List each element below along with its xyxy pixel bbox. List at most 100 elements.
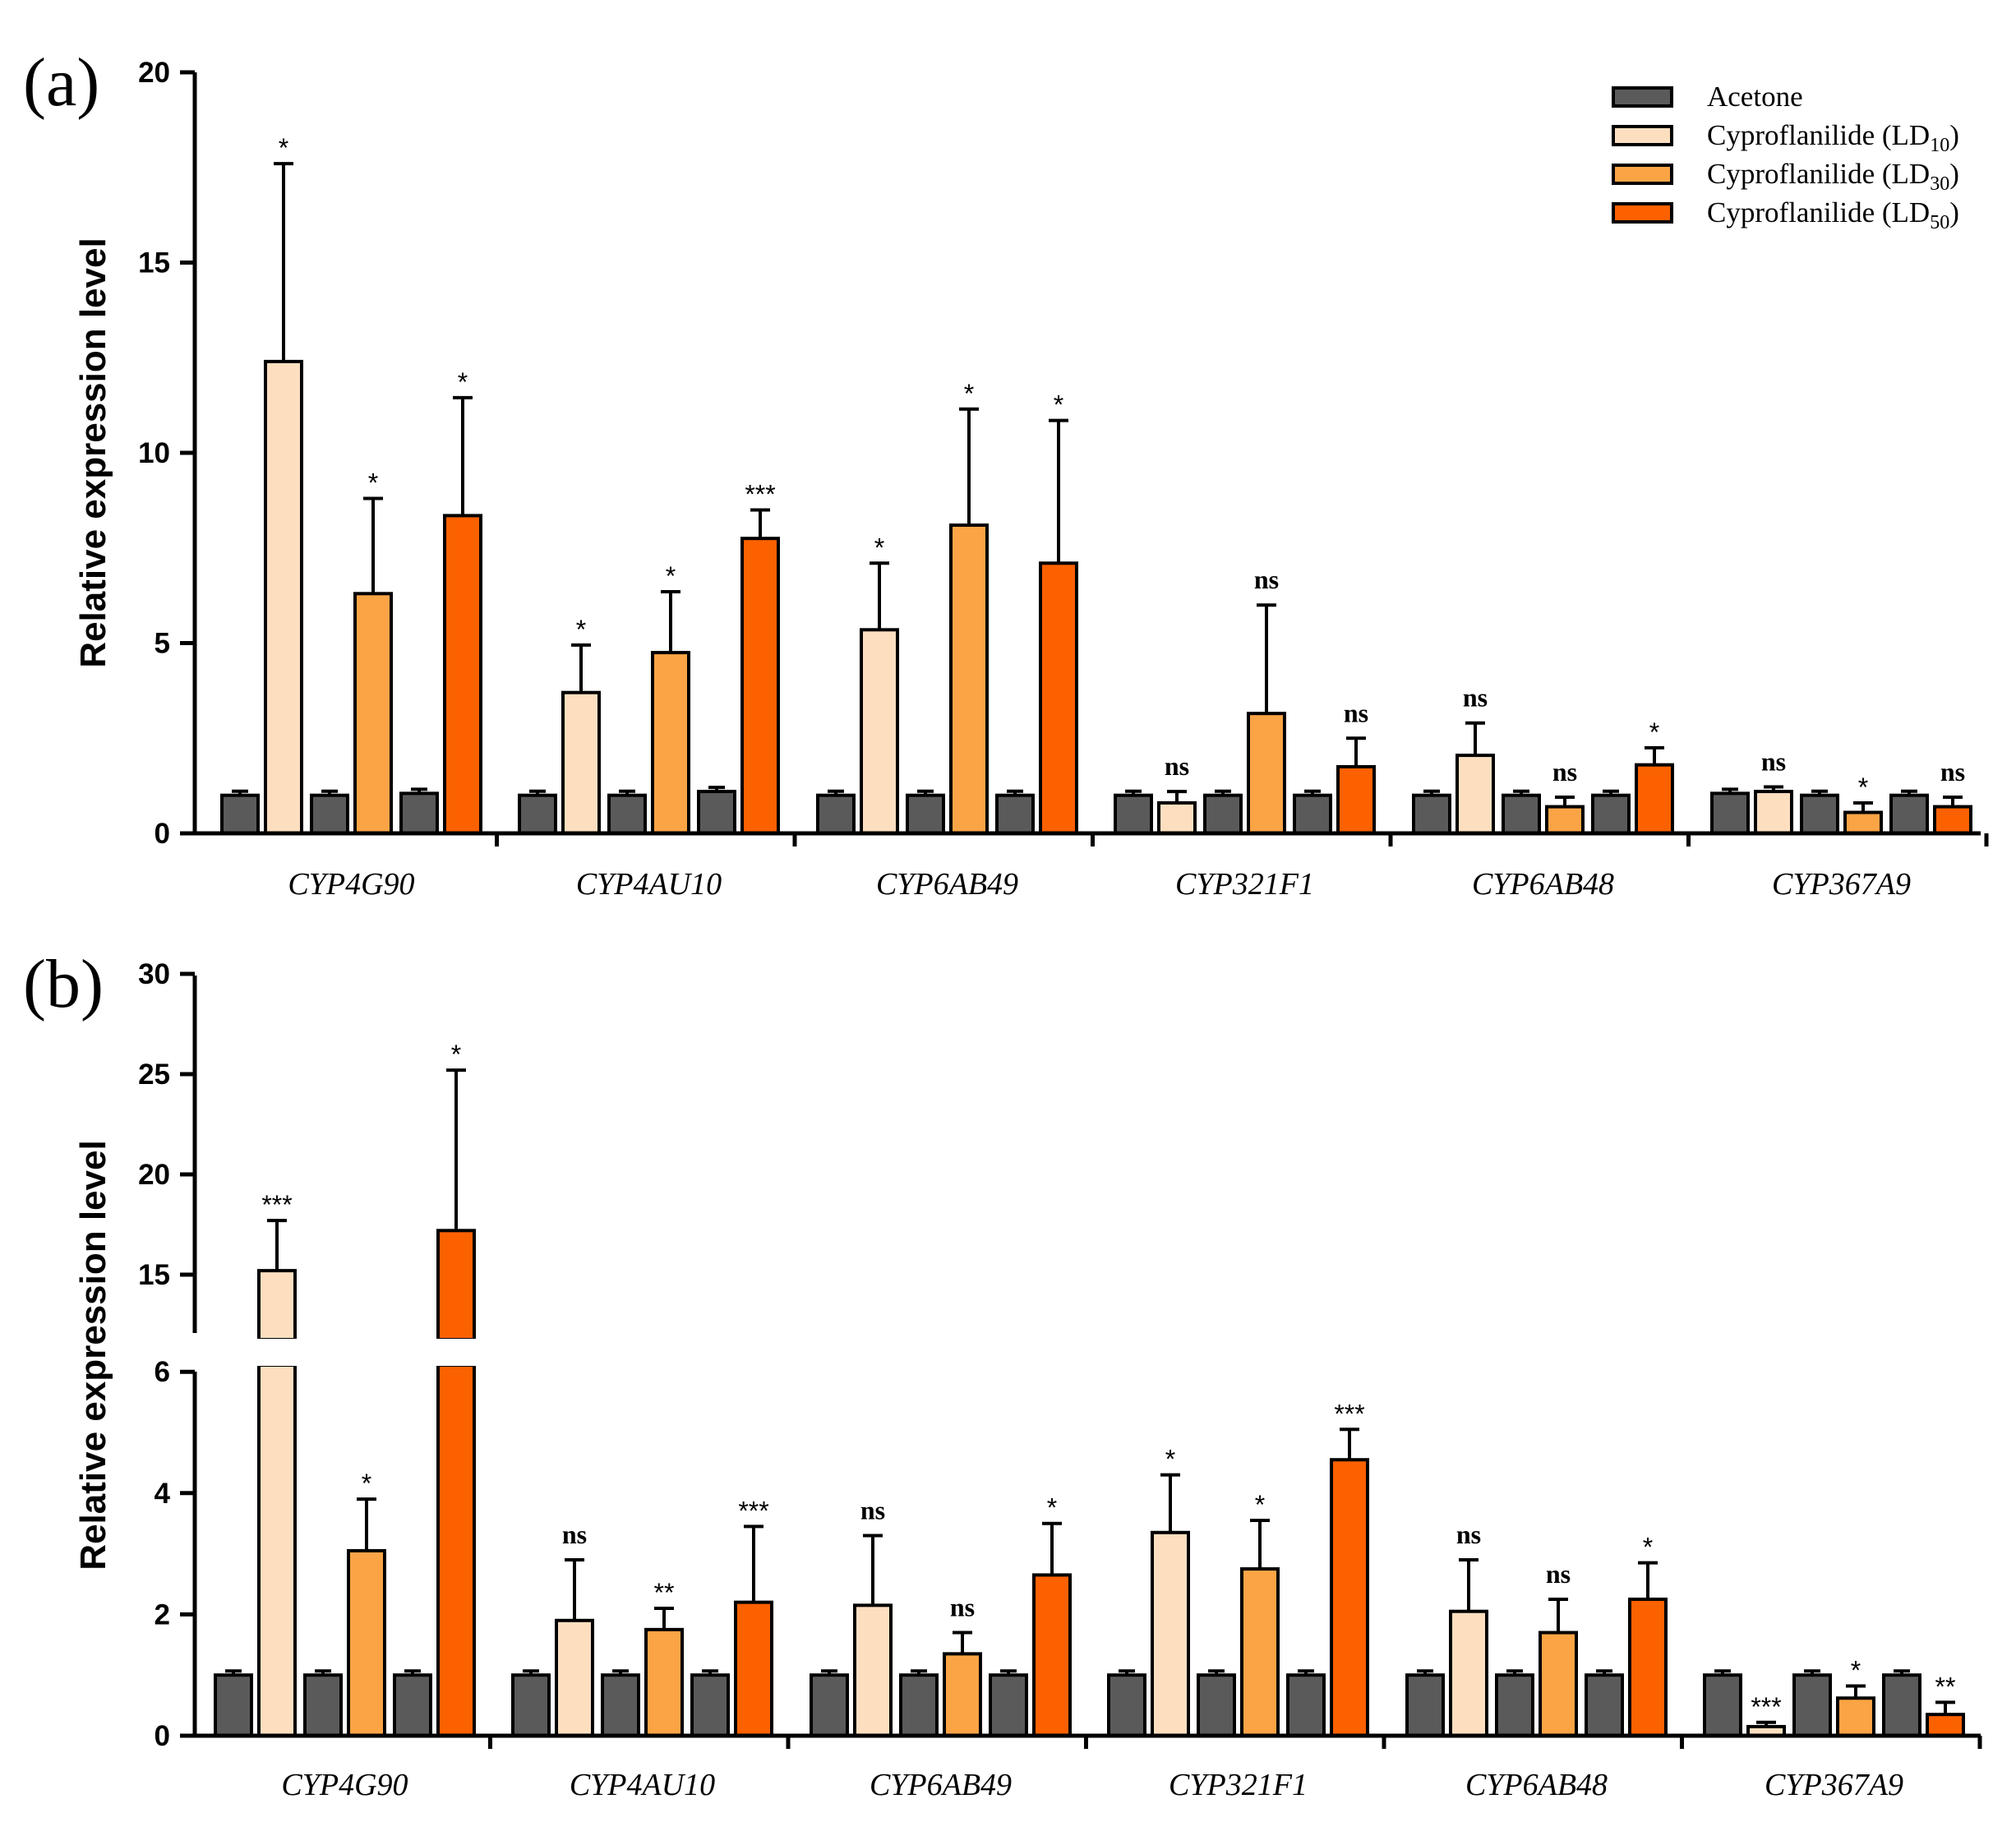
legend-label-close: )	[1949, 119, 1959, 151]
bar-treatment	[264, 359, 303, 835]
significance-label: *	[964, 379, 974, 408]
y-tick-label: 2	[155, 1598, 170, 1631]
x-category-label: CYP6AB48	[1465, 1768, 1608, 1802]
panel-a-chart: (a)Relative expression level05101520***C…	[23, 44, 1989, 902]
bar-treatment	[1843, 810, 1883, 835]
significance-label: ***	[738, 1496, 768, 1525]
y-tick-label: 4	[155, 1478, 171, 1510]
x-category-label: CYP4AU10	[570, 1768, 715, 1802]
bar-treatment	[347, 1548, 386, 1738]
bar-acetone	[1286, 1673, 1326, 1737]
y-tick-label: 15	[138, 1259, 170, 1291]
bar-acetone	[393, 1673, 432, 1737]
bar-acetone	[1405, 1673, 1445, 1737]
bar-acetone	[1203, 793, 1243, 836]
significance-label: ***	[1334, 1399, 1364, 1428]
bar-treatment	[853, 1603, 893, 1737]
bar-acetone	[1293, 793, 1332, 836]
y-tick-label: 6	[155, 1356, 170, 1388]
bar-treatment	[1247, 712, 1286, 836]
significance-label: *	[874, 533, 884, 562]
bar-treatment	[1933, 805, 1972, 836]
significance-label: *	[1858, 773, 1868, 802]
significance-label: *	[576, 615, 586, 644]
y-tick-label: 20	[138, 1159, 170, 1191]
bar-acetone	[518, 793, 557, 836]
bar-acetone	[1197, 1673, 1236, 1737]
y-axis-title: Relative expression level	[73, 1140, 113, 1570]
panel-label: (a)	[23, 44, 99, 121]
legend-label-close: )	[1949, 158, 1959, 190]
bar-treatment	[353, 592, 393, 835]
bar-treatment	[734, 1600, 773, 1738]
bar-treatment	[1032, 1573, 1072, 1738]
y-tick-label: 30	[138, 958, 170, 990]
bar-acetone	[1889, 793, 1929, 836]
bar-treatment	[651, 651, 690, 836]
x-category-label: CYP4G90	[288, 867, 414, 902]
significance-label: **	[1935, 1672, 1956, 1701]
significance-label: *	[368, 468, 378, 498]
significance-label: ns	[950, 1593, 975, 1622]
bar-treatment	[1754, 790, 1793, 836]
bar-treatment	[1635, 763, 1674, 835]
bar-treatment	[1151, 1530, 1190, 1738]
legend-label-subscript: 10	[1930, 135, 1949, 156]
bar-acetone	[816, 793, 856, 836]
significance-label: *	[451, 1040, 461, 1069]
bar-acetone	[601, 1673, 640, 1737]
significance-label: *	[362, 1469, 371, 1498]
bar-acetone	[607, 793, 647, 836]
bar-treatment-lower	[257, 1363, 297, 1737]
bar-acetone	[1585, 1673, 1624, 1737]
significance-label: ns	[1456, 1520, 1481, 1549]
x-category-label: CYP6AB49	[876, 867, 1018, 902]
bar-acetone	[1800, 793, 1839, 836]
bar-treatment	[443, 514, 482, 836]
bar-acetone	[810, 1673, 849, 1737]
significance-label: *	[1643, 1533, 1653, 1562]
legend-swatch-ld30	[1612, 164, 1673, 185]
bar-treatment	[1330, 1458, 1369, 1737]
bar-treatment	[1926, 1713, 1965, 1737]
bar-treatment-upper	[257, 1269, 297, 1341]
panel-label: (b)	[23, 946, 104, 1022]
bar-treatment	[949, 523, 989, 835]
significance-label: ***	[1751, 1692, 1781, 1722]
bar-acetone	[697, 790, 736, 836]
significance-label: **	[654, 1578, 675, 1608]
y-axis-title: Relative expression level	[73, 238, 113, 667]
legend-label-ld30: Cyproflanilide (LD30)	[1707, 158, 1959, 195]
significance-label: ***	[261, 1190, 292, 1220]
legend-label-subscript: 50	[1930, 212, 1949, 233]
axis-break-gap	[256, 1339, 298, 1366]
significance-label: ns	[1254, 565, 1279, 594]
significance-label: *	[1255, 1490, 1265, 1520]
x-category-label: CYP321F1	[1169, 1768, 1308, 1802]
bar-acetone	[1703, 1673, 1742, 1737]
x-category-label: CYP6AB48	[1472, 867, 1614, 902]
bar-acetone	[1591, 793, 1631, 836]
bar-acetone	[899, 1673, 939, 1737]
legend-label-subscript: 30	[1930, 173, 1949, 195]
bar-acetone	[1710, 791, 1750, 836]
y-tick-label: 20	[138, 57, 170, 89]
bar-treatment-lower	[436, 1363, 476, 1737]
significance-label: ns	[562, 1520, 587, 1549]
legend-label-ld10: Cyproflanilide (LD10)	[1707, 119, 1959, 156]
x-category-label: CYP321F1	[1175, 867, 1314, 902]
significance-label: ns	[1940, 757, 1965, 786]
bar-treatment	[740, 537, 780, 835]
bar-acetone	[1882, 1673, 1921, 1737]
significance-label: ***	[745, 479, 775, 509]
bar-treatment	[943, 1652, 982, 1737]
legend-label-text: Cyproflanilide (LD	[1707, 158, 1930, 190]
bar-acetone	[1114, 793, 1153, 836]
bar-treatment	[555, 1618, 594, 1738]
legend-label-close: )	[1949, 196, 1959, 228]
bar-acetone	[690, 1673, 730, 1737]
significance-label: *	[1054, 390, 1063, 420]
x-category-label: CYP4AU10	[576, 867, 722, 902]
